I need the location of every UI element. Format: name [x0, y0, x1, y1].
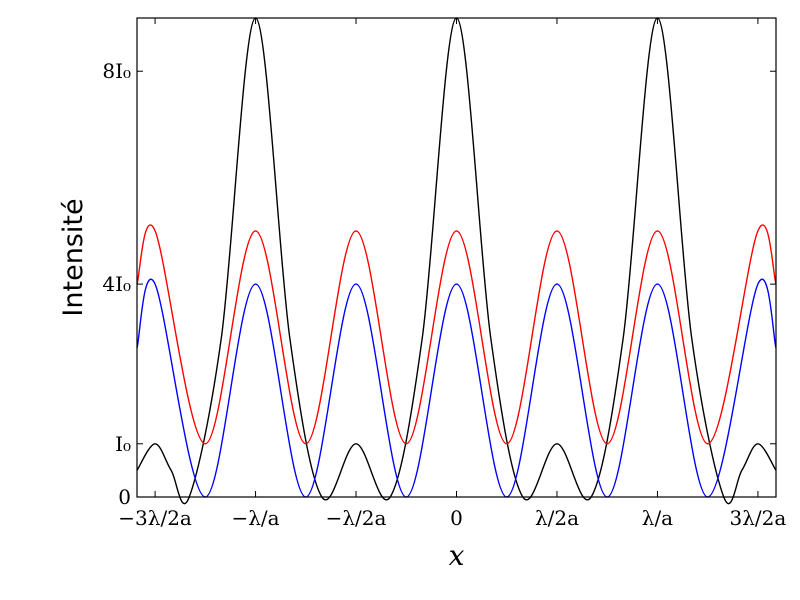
- y-axis-title: Intensité: [58, 198, 89, 316]
- series-group: [136, 17, 777, 505]
- series-line-1: [136, 17, 777, 505]
- series-line-3: [136, 279, 777, 498]
- x-tick-label: −3λ/2a: [118, 506, 192, 530]
- x-tick-label: λ/a: [642, 506, 673, 530]
- x-tick-label: λ/2a: [535, 506, 579, 530]
- x-axis: −3λ/2a −λ/a −λ/2a 0 λ/2a λ/a 3λ/2a: [118, 18, 786, 530]
- y-axis: 0 I₀ 4I₀ 8I₀: [102, 59, 776, 509]
- y-tick-label: I₀: [115, 432, 131, 456]
- x-tick-label: −λ/2a: [326, 506, 387, 530]
- x-axis-title: x: [449, 539, 465, 572]
- y-tick-label: 4I₀: [102, 272, 131, 296]
- y-tick-label: 8I₀: [102, 59, 131, 83]
- plot-frame: [136, 17, 777, 498]
- x-tick-label: −λ/a: [232, 506, 280, 530]
- x-tick-label: 0: [450, 506, 463, 530]
- x-tick-label: 3λ/2a: [730, 506, 787, 530]
- y-tick-label: 0: [118, 485, 131, 509]
- series-line-2: [136, 224, 777, 445]
